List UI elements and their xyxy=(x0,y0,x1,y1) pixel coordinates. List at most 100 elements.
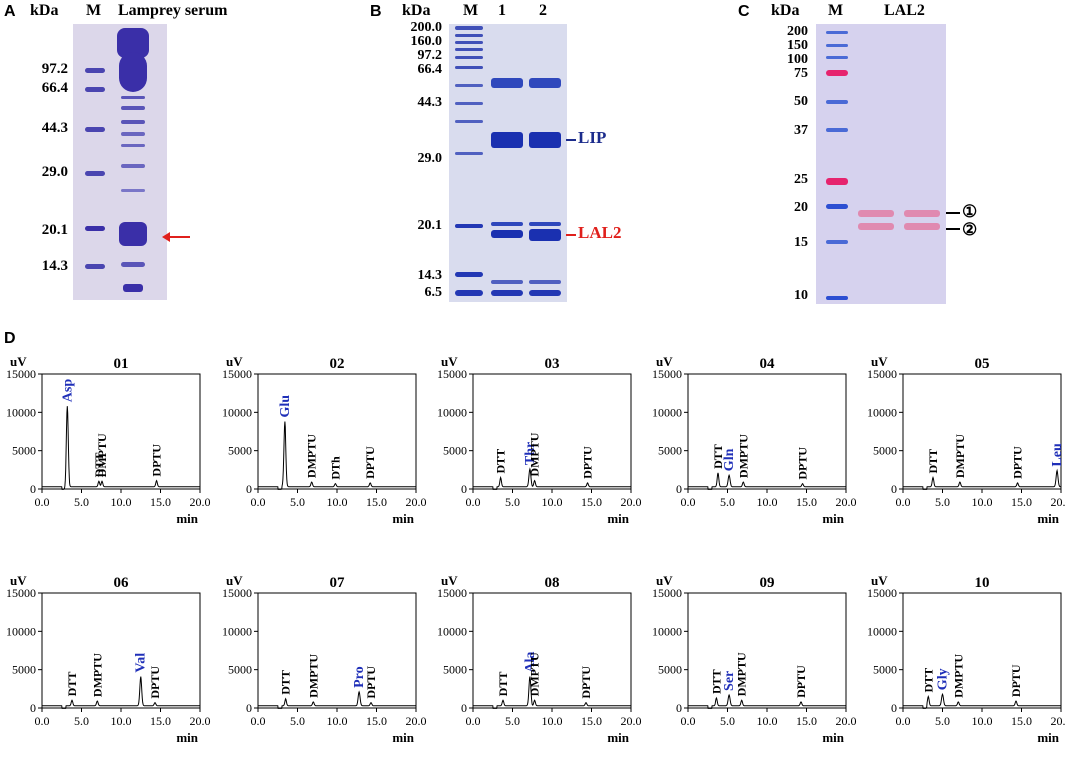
panel-c-marker-200: 200 xyxy=(787,24,808,39)
chromatogram-trace xyxy=(42,676,200,709)
x-tick-label: 0.0 xyxy=(251,714,266,728)
x-tick-label: 0.0 xyxy=(896,714,911,728)
chromatogram-03: 03 uV min 0 5000 10000 15000 0.0 5.0 10.0 15.0 20.0… xyxy=(437,354,642,526)
panel-a-marker-14: 14.3 xyxy=(41,258,68,274)
y-tick-label: 10000 xyxy=(867,624,897,638)
panel-a-gel xyxy=(73,24,167,300)
plot-frame xyxy=(687,373,847,490)
peak-label: DTT xyxy=(709,669,723,694)
peak-label: DMPTU xyxy=(951,654,965,698)
y-tick-label: 0 xyxy=(676,482,682,496)
x-tick-label: 10.0 xyxy=(327,714,348,728)
y-tick-label: 0 xyxy=(676,701,682,715)
y-tick-label: 15000 xyxy=(867,586,897,600)
x-tick-label: 5.0 xyxy=(935,714,950,728)
y-tick-label: 15000 xyxy=(652,367,682,381)
panel-c-marker-15: 15 xyxy=(794,235,808,250)
x-unit-label: min xyxy=(822,511,844,526)
y-tick-label: 0 xyxy=(891,482,897,496)
chart-title: 07 xyxy=(330,575,346,591)
y-tick-label: 15000 xyxy=(6,586,36,600)
chart-title: 05 xyxy=(975,356,990,372)
y-tick-label: 5000 xyxy=(12,663,36,677)
chromatogram-05: 05 uV min 0 5000 10000 15000 0.0 5.0 10.0 15.0 20.0… xyxy=(867,354,1066,526)
y-tick-label: 5000 xyxy=(228,444,252,458)
peak-label: DTT xyxy=(926,449,940,474)
peak-label: DMPTU xyxy=(305,434,319,478)
panel-a-lane-serum: Lamprey serum xyxy=(118,2,228,19)
x-tick-label: 5.0 xyxy=(74,714,89,728)
panel-a-lane-m: M xyxy=(86,2,102,19)
x-tick-label: 15.0 xyxy=(366,495,387,509)
x-tick-label: 10.0 xyxy=(972,495,993,509)
panel-b-marker-6: 6.5 xyxy=(424,285,443,300)
panel-a-arrow-icon xyxy=(162,232,190,242)
panel-b-label: B xyxy=(370,3,382,20)
y-tick-label: 15000 xyxy=(437,367,467,381)
y-tick-label: 0 xyxy=(246,701,252,715)
peak-label: DTT xyxy=(65,672,79,697)
panel-b-lane-2: 2 xyxy=(539,2,547,19)
x-tick-label: 15.0 xyxy=(1011,495,1032,509)
peak-label: DPTU xyxy=(364,666,378,699)
peak-label: DPTU xyxy=(1009,664,1023,697)
x-tick-label: 20.0 xyxy=(836,495,857,509)
panel-c-lane-lal2: LAL2 xyxy=(884,2,925,19)
y-unit-label: uV xyxy=(441,354,458,369)
x-tick-label: 10.0 xyxy=(757,714,778,728)
chromatogram-08: 08 uV min 0 5000 10000 15000 0.0 5.0 10.0 15.0 20.0… xyxy=(437,573,642,745)
x-tick-label: 0.0 xyxy=(681,714,696,728)
panel-b-lal2-label: LAL2 xyxy=(578,223,622,242)
panel-a-marker-66: 66.4 xyxy=(41,80,68,96)
y-tick-label: 10000 xyxy=(437,624,467,638)
panel-b-lip-label: LIP xyxy=(578,128,607,147)
panel-b-marker-14: 14.3 xyxy=(417,268,443,283)
y-tick-label: 0 xyxy=(30,701,36,715)
y-tick-label: 15000 xyxy=(222,367,252,381)
panel-b-lal2-tick xyxy=(566,234,576,236)
peak-label: DPTU xyxy=(1011,446,1025,479)
x-tick-label: 20.0 xyxy=(621,714,642,728)
panel-b-marker-29: 29.0 xyxy=(417,151,443,166)
panel-c-label: C xyxy=(738,3,750,20)
peak-label: DMPTU xyxy=(528,432,542,476)
x-tick-label: 10.0 xyxy=(972,714,993,728)
panel-b-marker-200: 200.0 xyxy=(410,20,443,35)
panel-c-kda-label: kDa xyxy=(771,2,800,19)
x-unit-label: min xyxy=(176,730,198,745)
peak-label: DMPTU xyxy=(306,654,320,698)
chart-title: 10 xyxy=(975,575,990,591)
y-unit-label: uV xyxy=(656,354,673,369)
x-tick-label: 5.0 xyxy=(720,495,735,509)
chromatogram-06: 06 uV min 0 5000 10000 15000 0.0 5.0 10.0 15.0 20.0… xyxy=(6,573,211,745)
chart-title: 03 xyxy=(545,356,560,372)
x-tick-label: 5.0 xyxy=(935,495,950,509)
panel-a-kda-label: kDa xyxy=(30,2,59,19)
chart-title: 09 xyxy=(760,575,775,591)
x-tick-label: 15.0 xyxy=(796,495,817,509)
panel-b-marker-20: 20.1 xyxy=(417,218,443,233)
panel-c-band2-tick xyxy=(946,228,960,230)
x-tick-label: 10.0 xyxy=(327,495,348,509)
y-tick-label: 5000 xyxy=(658,444,682,458)
panel-b-lip-tick xyxy=(566,139,576,141)
y-tick-label: 10000 xyxy=(222,624,252,638)
x-tick-label: 10.0 xyxy=(111,495,132,509)
x-tick-label: 10.0 xyxy=(111,714,132,728)
y-unit-label: uV xyxy=(656,573,673,588)
panel-b-kda-label: kDa xyxy=(402,2,431,19)
chart-title: 02 xyxy=(330,356,345,372)
y-tick-label: 5000 xyxy=(873,444,897,458)
x-tick-label: 0.0 xyxy=(251,495,266,509)
peak-label: DPTU xyxy=(579,666,593,699)
x-tick-label: 15.0 xyxy=(1011,714,1032,728)
x-unit-label: min xyxy=(176,511,198,526)
y-unit-label: uV xyxy=(226,354,243,369)
target-peak-label: Gln xyxy=(722,448,737,471)
peak-label: DPTU xyxy=(148,666,162,699)
chromatogram-trace xyxy=(688,472,846,490)
peak-label: DPTU xyxy=(150,444,164,477)
peak-label: DMPTU xyxy=(953,434,967,478)
panel-c-band1-tick xyxy=(946,212,960,214)
